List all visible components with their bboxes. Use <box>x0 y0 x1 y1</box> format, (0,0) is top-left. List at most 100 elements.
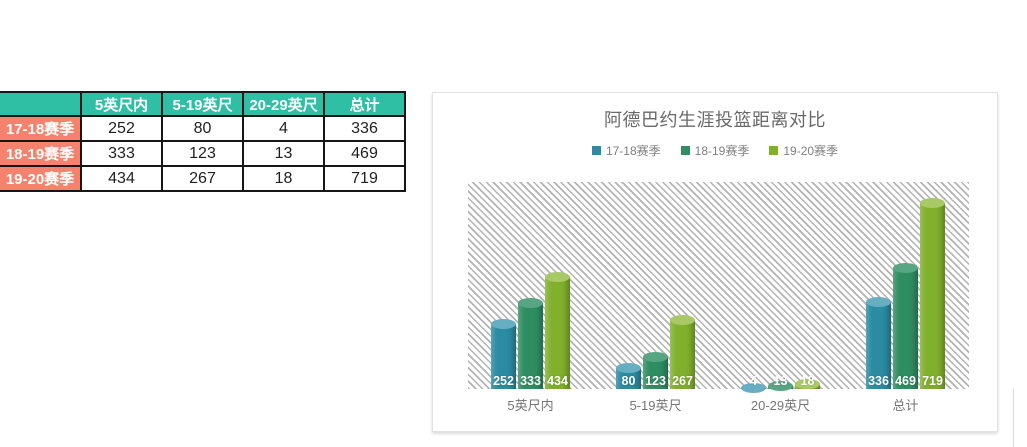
table-row-header[interactable]: 17-18赛季 <box>0 115 82 142</box>
bar-stack: 336 469 719 <box>843 182 968 389</box>
bar[interactable]: 4 <box>741 374 766 393</box>
bar-data-label: 80 <box>621 374 636 388</box>
bar-data-label: 267 <box>672 374 693 388</box>
legend-label: 19-20赛季 <box>783 144 839 158</box>
bar-cap <box>795 379 820 389</box>
bar[interactable]: 80 <box>616 363 641 389</box>
legend-label: 18-19赛季 <box>694 144 750 158</box>
bar[interactable]: 123 <box>643 352 668 389</box>
chart-card[interactable]: 阿德巴约生涯投篮距离对比 17-18赛季 18-19赛季 19-20赛季 252 33… <box>432 92 998 432</box>
x-axis-label: 5-19英尺 <box>629 398 682 413</box>
bar[interactable]: 336 <box>866 297 891 389</box>
bar-data-label: 336 <box>868 374 889 388</box>
table-cell[interactable]: 252 <box>80 115 163 142</box>
bar[interactable]: 469 <box>893 263 918 389</box>
plot-area[interactable]: 252 333 434 80 123 267 4 13 18 336 469 719 <box>468 182 969 393</box>
table-row: 18-19赛季 333 123 13 469 <box>0 140 406 167</box>
x-axis-label: 5英尺内 <box>507 398 554 413</box>
legend-item[interactable]: 18-19赛季 <box>680 142 750 159</box>
bar-cap <box>545 272 570 282</box>
bar-cap <box>768 381 793 391</box>
bar-stack: 80 123 267 <box>593 182 718 389</box>
table-cell[interactable]: 719 <box>323 165 406 192</box>
legend-swatch-icon <box>591 146 601 155</box>
bar-group: 80 123 267 <box>593 182 718 389</box>
table-cell[interactable]: 267 <box>161 165 244 192</box>
legend-item[interactable]: 19-20赛季 <box>769 142 838 159</box>
bar[interactable]: 18 <box>795 374 820 389</box>
table-row-header[interactable]: 18-19赛季 <box>0 140 82 167</box>
table-column-header[interactable]: 20-29英尺 <box>242 91 325 117</box>
bar-cap <box>893 263 918 273</box>
bar[interactable]: 434 <box>545 272 570 389</box>
bar-cap <box>616 363 641 373</box>
legend-item[interactable]: 17-18赛季 <box>591 142 661 159</box>
bar-data-label: 4 <box>750 374 757 388</box>
bar-body <box>795 379 820 389</box>
table-header: 5英尺内 5-19英尺 20-29英尺 总计 <box>0 91 406 117</box>
page-edge-divider <box>1013 388 1014 447</box>
bar-body <box>768 381 793 391</box>
bar[interactable]: 333 <box>518 298 543 389</box>
bar-body <box>866 297 891 389</box>
table-row: 17-18赛季 252 80 4 336 <box>0 115 406 142</box>
bar-body <box>616 363 641 389</box>
bar-group: 252 333 434 <box>468 182 593 389</box>
table-column-header[interactable]: 5-19英尺 <box>161 91 244 117</box>
bar-body <box>545 272 570 389</box>
table-cell[interactable]: 336 <box>323 115 406 142</box>
bar[interactable]: 13 <box>768 374 793 391</box>
bar-data-label: 719 <box>922 374 943 388</box>
bar[interactable]: 252 <box>491 319 516 389</box>
bar-data-label: 434 <box>547 374 568 388</box>
table-cell[interactable]: 4 <box>242 115 325 142</box>
chart-legend: 17-18赛季 18-19赛季 19-20赛季 <box>433 142 997 159</box>
bar-body <box>518 298 543 389</box>
bar-data-label: 18 <box>800 374 815 388</box>
legend-swatch-icon <box>769 146 779 155</box>
table-cell[interactable]: 123 <box>161 140 244 167</box>
table-cell[interactable]: 80 <box>161 115 244 142</box>
bar-cap <box>866 297 891 307</box>
bar-data-label: 13 <box>773 374 788 388</box>
table-cell[interactable]: 434 <box>80 165 163 192</box>
table-column-header[interactable]: 总计 <box>323 91 406 117</box>
x-axis: 5英尺内 5-19英尺 20-29英尺 总计 <box>468 395 969 414</box>
table-cell[interactable]: 333 <box>80 140 163 167</box>
bar-cap <box>491 319 516 329</box>
bar-group: 336 469 719 <box>843 182 968 389</box>
bar-data-label: 333 <box>520 374 541 388</box>
table-cell[interactable]: 18 <box>242 165 325 192</box>
table-column-header[interactable]: 5英尺内 <box>80 91 163 117</box>
bar-body <box>491 319 516 389</box>
table-header-row: 5英尺内 5-19英尺 20-29英尺 总计 <box>0 91 406 117</box>
x-axis-label: 20-29英尺 <box>750 398 811 413</box>
bar-cap <box>518 298 543 308</box>
table-row-header[interactable]: 19-20赛季 <box>0 165 82 192</box>
bar-cap <box>643 352 668 362</box>
table-row: 19-20赛季 434 267 18 719 <box>0 165 406 192</box>
bar-body <box>741 383 766 393</box>
bar-data-label: 123 <box>645 374 666 388</box>
table-body: 17-18赛季 252 80 4 336 18-19赛季 333 123 13 469 19-20赛… <box>0 115 406 192</box>
x-axis-label: 总计 <box>892 398 919 413</box>
bar-cap <box>920 198 945 208</box>
table-cell[interactable]: 469 <box>323 140 406 167</box>
bar-group: 4 13 18 <box>718 182 843 393</box>
table-cell[interactable]: 13 <box>242 140 325 167</box>
bar[interactable]: 267 <box>670 315 695 389</box>
bar-body <box>920 198 945 389</box>
bar-body <box>893 263 918 389</box>
bar-data-label: 469 <box>895 374 916 388</box>
bar[interactable]: 719 <box>920 198 945 389</box>
bar-body <box>643 352 668 389</box>
bar-cap <box>670 315 695 325</box>
bar-cap <box>741 383 766 393</box>
bar-stack: 252 333 434 <box>468 182 593 389</box>
legend-label: 17-18赛季 <box>605 144 661 158</box>
chart-title: 阿德巴约生涯投篮距离对比 <box>604 110 826 130</box>
bar-stack: 4 13 18 <box>718 182 843 393</box>
table-corner-cell[interactable] <box>0 91 82 117</box>
legend-swatch-icon <box>680 146 690 155</box>
bar-body <box>670 315 695 389</box>
